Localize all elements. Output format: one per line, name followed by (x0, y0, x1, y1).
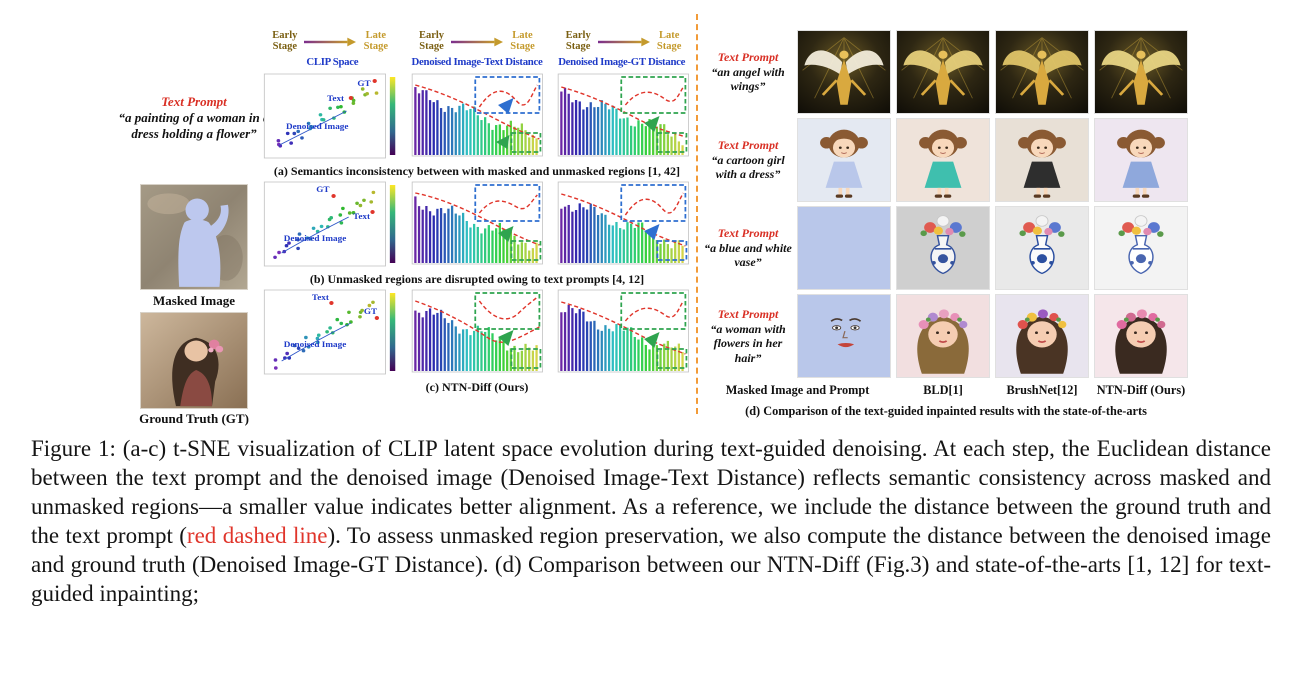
late-stage-label: Late Stage (656, 30, 682, 52)
clip-space-plot-b: GT Text Denoised Image (260, 179, 401, 271)
text-prompt-label: Text Prompt (161, 94, 227, 109)
clip-label-denoised: Denoised Image (284, 339, 347, 349)
results-column-label-masked: Masked Image and Prompt (725, 383, 870, 397)
stage-arrow-2: Early Stage Late Stage (407, 28, 548, 56)
early-stage-label: Early Stage (418, 30, 445, 52)
plot-row-c: Text GT Denoised Image (260, 287, 694, 379)
panel-divider (696, 14, 698, 414)
text-prompt-quote: “an angel with wings” (711, 64, 785, 94)
stage-arrow-1: Early Stage Late Stage (260, 28, 401, 56)
results-column-label-bld: BLD[1] (923, 383, 963, 397)
text-prompt-label: Text Prompt (717, 226, 779, 241)
prompt-row-girl: Text Prompt “a cartoon girl with a dress… (704, 118, 792, 202)
clip-label-gt: GT (316, 184, 329, 194)
plot-column-title-gt-distance: Denoised Image-GT Distance (558, 56, 686, 68)
masked-image-label: Masked Image (153, 293, 235, 308)
clip-space-plot-a: GT Text Denoised Image (260, 71, 401, 163)
result-image-woman-masked (797, 294, 891, 378)
plot-row-b: GT Text Denoised Image (260, 179, 694, 271)
clip-label-gt: GT (364, 306, 377, 316)
clip-label-text: Text (312, 292, 329, 302)
text-prompt-label: Text Prompt (717, 307, 779, 321)
stage-arrow-icon (304, 37, 357, 47)
plot-column-titles: CLIP Space Denoised Image-Text Distance … (260, 56, 694, 71)
result-image-vase-brushnet (995, 206, 1089, 290)
result-image-angel-masked (797, 30, 891, 114)
clip-label-denoised: Denoised Image (286, 121, 349, 131)
plot-column-title-clip-space: CLIP Space (306, 56, 359, 68)
clip-space-plot-c: Text GT Denoised Image (260, 287, 401, 379)
results-column-label-ntndiff: NTN-Diff (Ours) (1096, 383, 1186, 397)
result-image-angel-ntndiff (1094, 30, 1188, 114)
stage-arrow-3: Early Stage Late Stage (553, 28, 694, 56)
text-prompt-label: Text Prompt (717, 138, 779, 153)
text-distance-plot-b (407, 179, 548, 271)
clip-label-gt: GT (357, 78, 370, 88)
result-image-girl-bld (896, 118, 990, 202)
result-image-woman-ntndiff (1094, 294, 1188, 378)
clip-label-text: Text (353, 211, 370, 221)
prompt-row-woman: Text Prompt “a woman with flowers in her… (704, 294, 792, 378)
caption-text-after: ). To assess unmasked region preservatio… (31, 523, 1271, 606)
early-stage-label: Early Stage (565, 30, 591, 52)
prompt-row-angel: Text Prompt “an angel with wings” (704, 30, 792, 114)
plot-row-caption-a: (a) Semantics inconsistency between with… (273, 164, 681, 178)
gt-distance-plot-a (553, 71, 694, 163)
result-image-vase-ntndiff (1094, 206, 1188, 290)
text-prompt-quote: “a blue and white vase” (704, 240, 792, 270)
figure-1-panel: Text Prompt “a painting of a woman in a … (116, 14, 1190, 426)
plot-row-caption-c: (c) NTN-Diff (Ours) (425, 380, 529, 394)
text-prompt-quote: “a painting of a woman in a dress holdin… (118, 110, 270, 141)
result-image-angel-bld (896, 30, 990, 114)
comparison-panel-d: Text Prompt “an angel with wings” Text P… (704, 30, 1190, 420)
tsne-plots-panel: Early Stage Late Stage Early Stage Late … (260, 28, 694, 395)
text-prompt-quote: “a woman with flowers in her hair” (710, 321, 786, 365)
results-column-label-brushnet: BrushNet[12] (1006, 383, 1078, 397)
plot-column-title-text-distance: Denoised Image-Text Distance (411, 56, 543, 68)
stage-arrow-icon (597, 37, 650, 47)
caption-text-before: Figure 1: (a-c) t-SNE visualization of C… (31, 436, 1271, 548)
ground-truth-label: Ground Truth (GT) (139, 411, 249, 426)
result-image-woman-brushnet (995, 294, 1089, 378)
gt-distance-plot-b (553, 179, 694, 271)
ground-truth-thumbnail (140, 312, 248, 409)
late-stage-label: Late Stage (363, 30, 389, 52)
prompt-row-vase: Text Prompt “a blue and white vase” (704, 206, 792, 290)
stage-arrow-icon (451, 37, 503, 47)
clip-label-text: Text (327, 93, 344, 103)
figure-caption: Figure 1: (a-c) t-SNE visualization of C… (31, 434, 1271, 608)
plot-row-caption-b: (b) Unmasked regions are disrupted owing… (309, 272, 645, 286)
result-image-girl-masked (797, 118, 891, 202)
result-image-vase-bld (896, 206, 990, 290)
early-stage-label: Early Stage (272, 30, 298, 52)
result-image-girl-brushnet (995, 118, 1089, 202)
masked-image-thumbnail (140, 184, 248, 290)
result-image-vase-masked (797, 206, 891, 290)
late-stage-label: Late Stage (510, 30, 535, 52)
result-image-angel-brushnet (995, 30, 1089, 114)
text-distance-plot-a (407, 71, 548, 163)
plot-row-a: GT Text Denoised Image (260, 71, 694, 163)
text-prompt-quote: “a cartoon girl with a dress” (711, 152, 785, 182)
left-text-prompt: Text Prompt “a painting of a woman in a … (116, 94, 272, 142)
text-prompt-label: Text Prompt (717, 50, 779, 65)
gt-distance-plot-c (553, 287, 694, 379)
clip-label-denoised: Denoised Image (284, 233, 347, 243)
result-image-woman-bld (896, 294, 990, 378)
panel-d-caption: (d) Comparison of the text-guided inpain… (745, 404, 1147, 418)
result-image-girl-ntndiff (1094, 118, 1188, 202)
stage-arrows-row: Early Stage Late Stage Early Stage Late … (260, 28, 694, 56)
text-distance-plot-c (407, 287, 548, 379)
caption-red-text: red dashed line (186, 523, 328, 548)
